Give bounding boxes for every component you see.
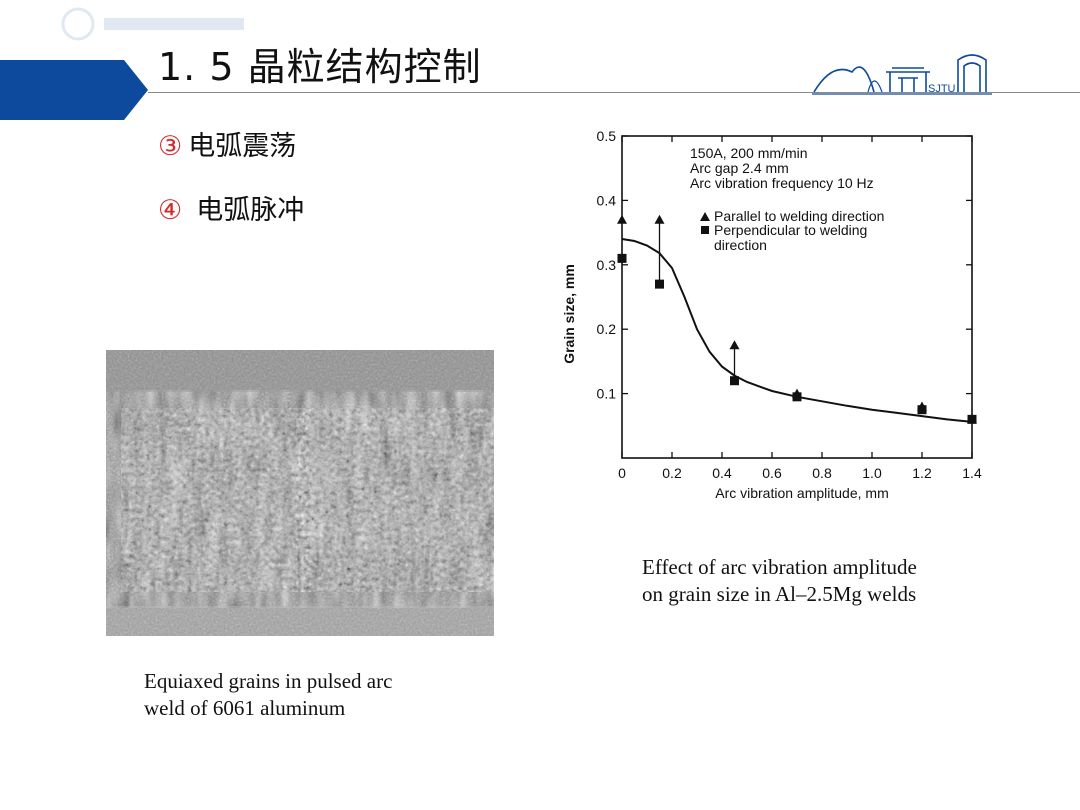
data-point-perpendicular (617, 253, 627, 263)
x-tick-label: 0.6 (762, 465, 782, 481)
x-tick-label: 1.2 (912, 465, 932, 481)
x-tick-label: 0.4 (712, 465, 732, 481)
bullet-arc-pulse: ④ 电弧脉冲 (158, 188, 304, 227)
chart-caption-line: on grain size in Al–2.5Mg welds (642, 582, 917, 606)
slide-title: 1. 5 晶粒结构控制 (158, 45, 482, 89)
y-tick-label: 0.4 (597, 192, 617, 208)
legend-label-line-1: Perpendicular to welding (714, 222, 867, 238)
y-tick-label: 0.3 (597, 257, 617, 273)
data-point-perpendicular (655, 279, 664, 289)
legend-label-line-2: direction (714, 237, 767, 253)
grain-size-chart: Grain size, mm Arc vibration amplitude, … (561, 128, 982, 501)
data-point-perpendicular (792, 392, 802, 402)
legend-label-parallel: Parallel to welding direction (714, 208, 884, 224)
legend-triangle-icon (700, 212, 710, 221)
x-tick-label: 1.0 (862, 465, 882, 481)
data-point-parallel (729, 340, 740, 350)
micrograph-image (106, 350, 494, 636)
annotation-line: 150A, 200 mm/min (690, 145, 808, 161)
header-accent-tab (0, 60, 148, 120)
x-tick-label: 0.2 (662, 465, 682, 481)
data-point-perpendicular (730, 376, 739, 386)
bullet-number: ④ (158, 195, 183, 226)
y-axis-label: Grain size, mm (561, 264, 577, 364)
logo-text: SJTU (928, 83, 956, 95)
data-point-perpendicular (917, 405, 927, 415)
bullet-arc-oscillation: ③ 电弧震荡 (158, 124, 296, 163)
bullet-text: 电弧震荡 (188, 131, 297, 162)
data-point-perpendicular (967, 414, 977, 424)
photo-caption-line: weld of 6061 aluminum (144, 696, 346, 720)
header-divider (148, 92, 1080, 93)
chart-annotation: 150A, 200 mm/min Arc gap 2.4 mm Arc vibr… (690, 145, 874, 191)
x-tick-label: 0.8 (812, 465, 832, 481)
chart-caption-line: Effect of arc vibration amplitude (642, 555, 917, 579)
bullet-text: 电弧脉冲 (196, 195, 305, 226)
y-tick-label: 0.1 (597, 386, 617, 402)
micrograph-texture (106, 350, 494, 636)
fit-curve (621, 238, 973, 423)
legend-label-perpendicular: Perpendicular to welding direction (714, 222, 867, 253)
chart-legend: Parallel to welding direction Perpendicu… (700, 208, 884, 253)
photo-caption: Equiaxed grains in pulsed arc weld of 60… (144, 668, 392, 722)
x-tick-label: 1.4 (962, 465, 982, 481)
x-tick-label: 0 (618, 465, 626, 481)
annotation-line: Arc gap 2.4 mm (690, 160, 789, 176)
university-watermark-logo (61, 7, 244, 41)
photo-caption-line: Equiaxed grains in pulsed arc (144, 669, 393, 693)
y-tick-label: 0.2 (597, 321, 617, 337)
gate-logo-icon: SJTU (812, 54, 992, 95)
chart-caption: Effect of arc vibration amplitude on gra… (642, 554, 917, 608)
data-point-parallel (654, 214, 665, 224)
y-tick-label: 0.5 (597, 128, 617, 144)
plot-frame (621, 135, 973, 459)
data-point-parallel (617, 214, 627, 224)
x-axis-label: Arc vibration amplitude, mm (715, 485, 889, 501)
bullet-number: ③ (158, 131, 183, 162)
legend-square-icon (701, 226, 709, 234)
annotation-line: Arc vibration frequency 10 Hz (690, 175, 874, 191)
